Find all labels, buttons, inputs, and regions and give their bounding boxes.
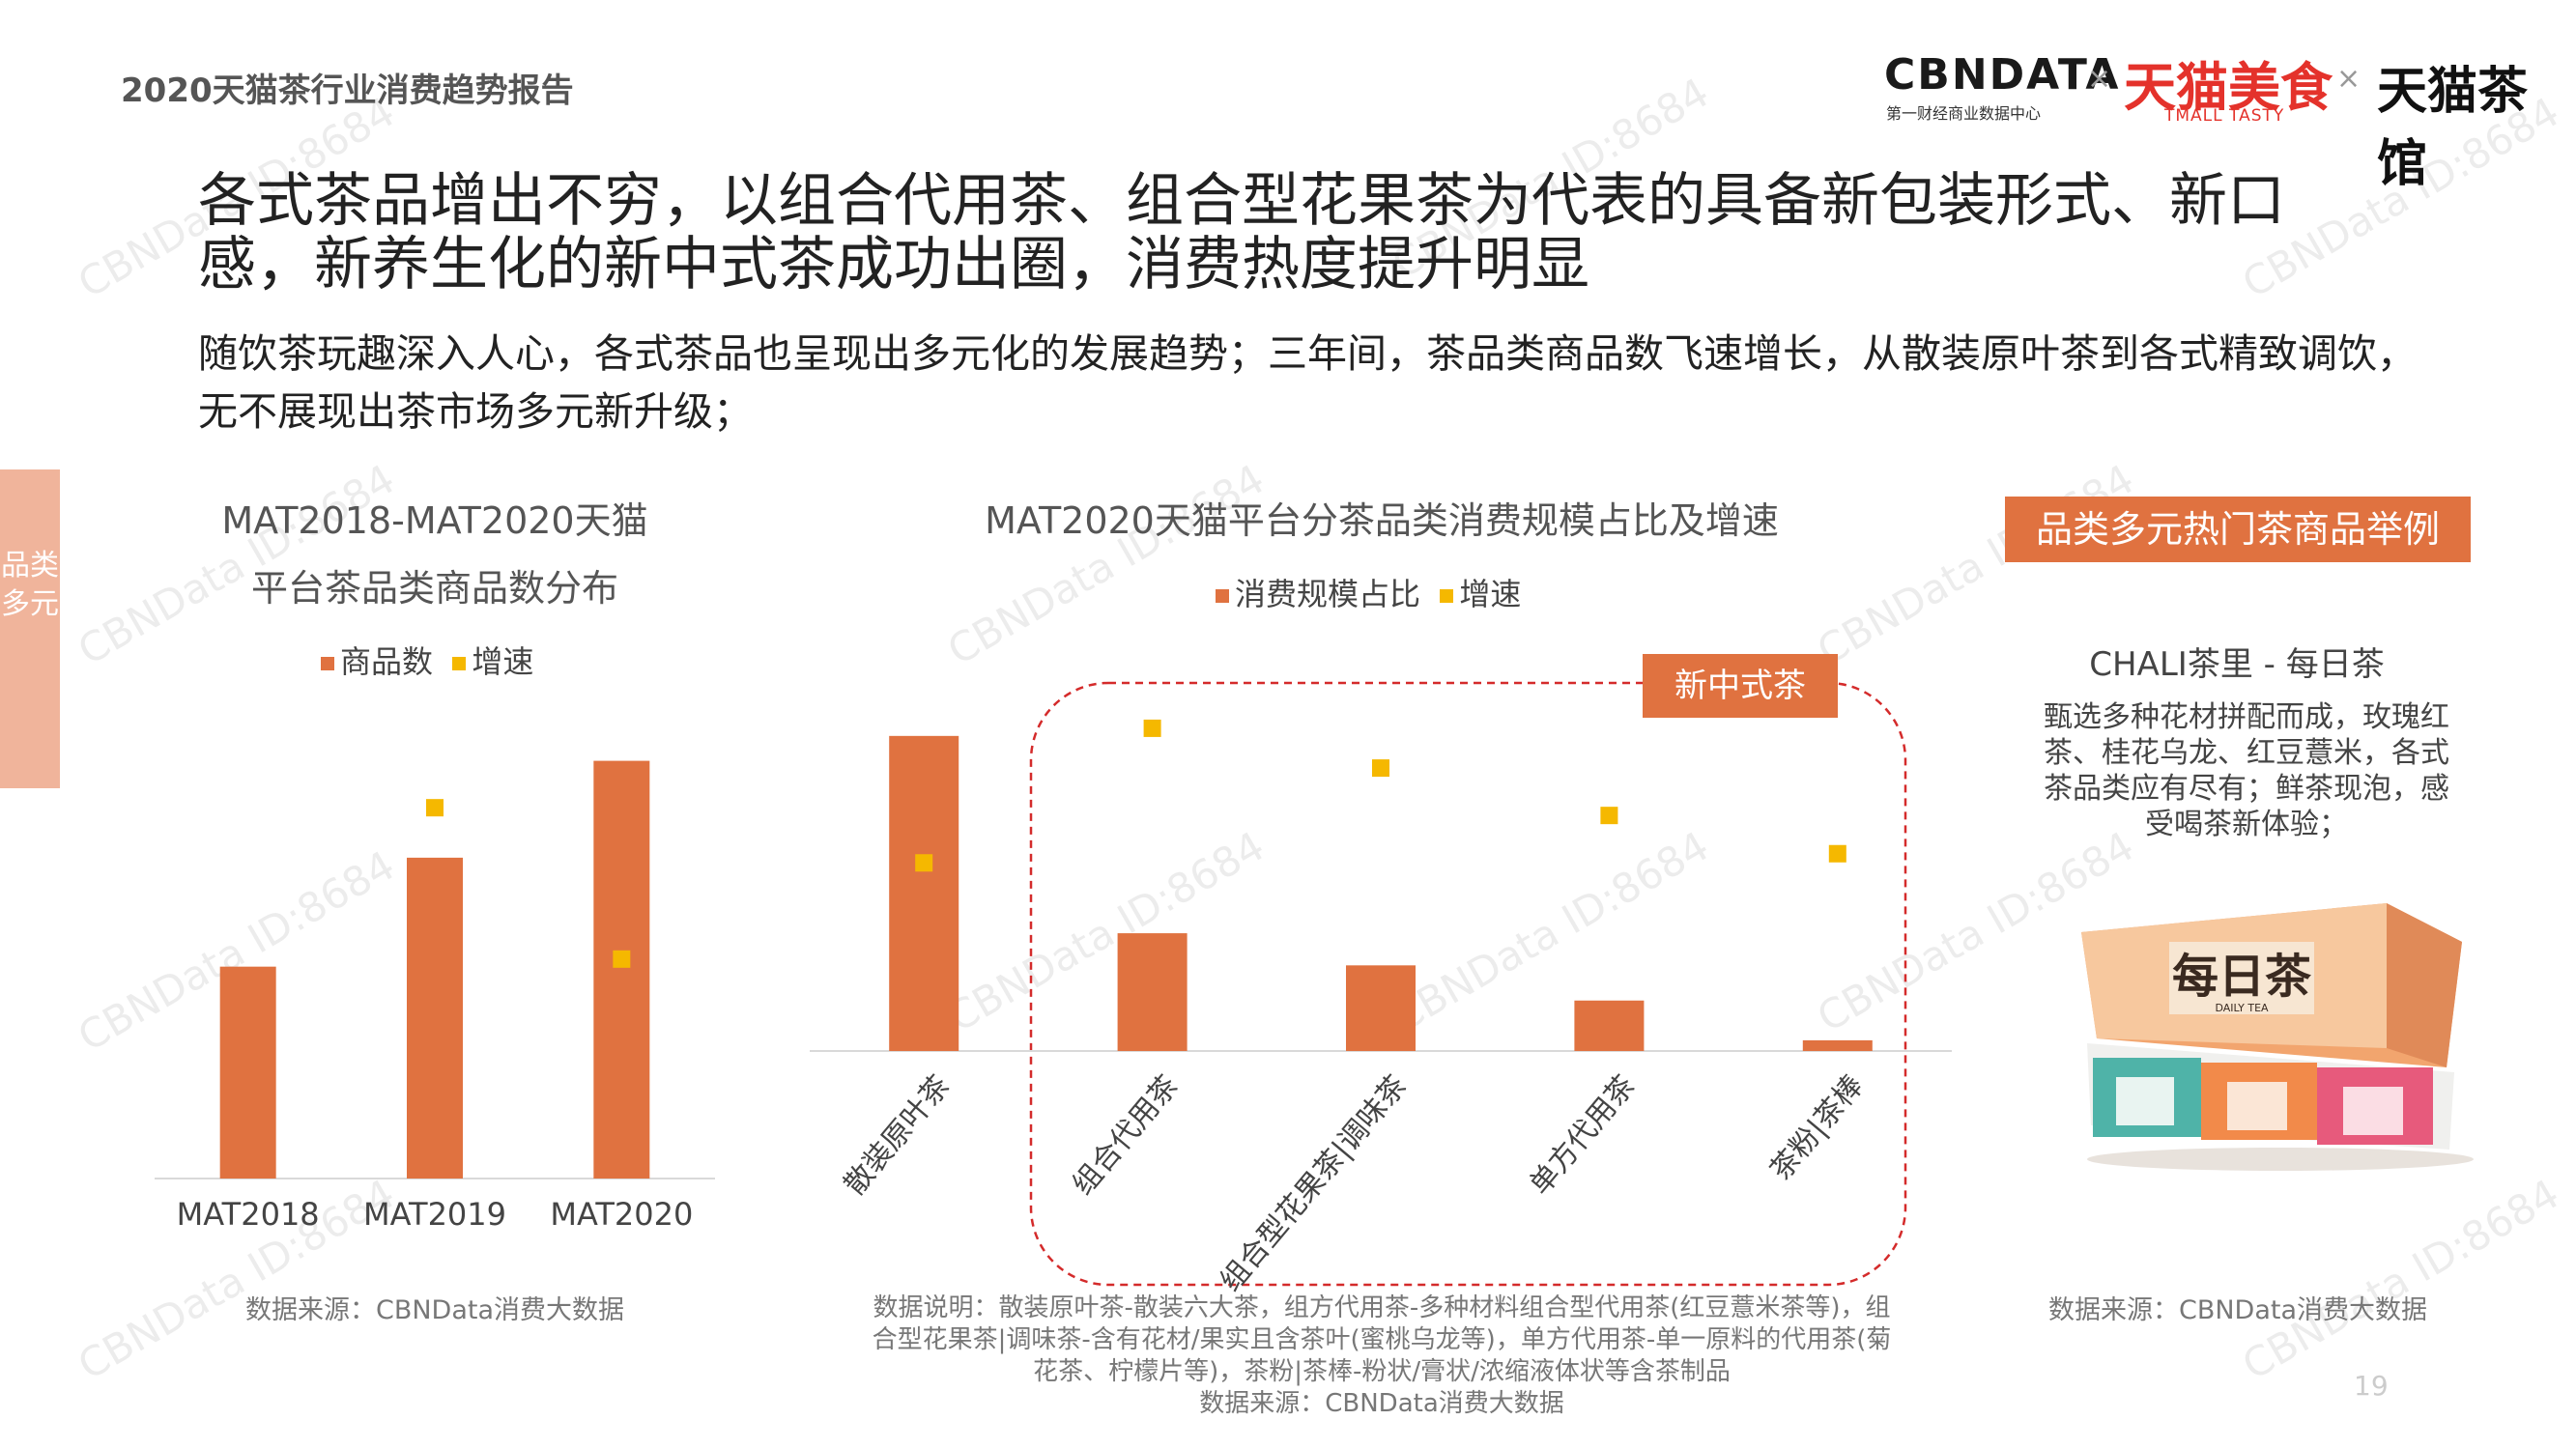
chart2-growth-point	[1600, 807, 1618, 825]
chart2-legend-series2: 增速	[1459, 576, 1522, 612]
chart1-title-line1: MAT2018-MAT2020天猫	[221, 499, 648, 542]
chart1-bar	[407, 857, 463, 1179]
chart2-note-line: 数据来源：CBNData消费大数据	[1199, 1389, 1564, 1418]
chart2-x-tick-label: 散装原叶茶	[838, 1069, 957, 1202]
page-number: 19	[2354, 1370, 2389, 1402]
chart2-legend: 消费规模占比 增速	[1216, 570, 1521, 614]
legend-swatch-bar	[1216, 589, 1229, 603]
chart2-bar	[1802, 1039, 1873, 1051]
chart2-bar	[1117, 933, 1188, 1051]
chart2-growth-point	[1828, 844, 1846, 863]
chart2-legend-series1: 消费规模占比	[1235, 576, 1421, 612]
example-label: 品类多元热门茶商品举例	[2005, 497, 2471, 562]
headline: 各式茶品增出不穷，以组合代用茶、组合型花果茶为代表的具备新包装形式、新口感，新养…	[198, 167, 2285, 298]
chart2-note: 数据说明：散装原叶茶-散装六大茶，组方代用茶-多种材料组合型代用茶(红豆薏米茶等…	[812, 1293, 1952, 1420]
chart1-x-tick-label: MAT2018	[177, 1196, 320, 1233]
chart1-title-line2: 平台茶品类商品数分布	[250, 567, 618, 610]
chart2-growth-point	[1372, 759, 1389, 778]
chart2-title: MAT2020天猫平台分茶品类消费规模占比及增速	[985, 499, 1779, 542]
chart2-note-line: 合型花果茶|调味茶-含有花材/果实且含茶叶(蜜桃乌龙等)，单方代用茶-单一原料的…	[872, 1325, 1892, 1354]
chart2-growth-point	[1143, 719, 1161, 737]
watermark: CBNData ID:8684	[2234, 1170, 2567, 1389]
chart2-note-line: 花茶、柠檬片等)，茶粉|茶棒-粉状/膏状/浓缩液体状等含茶制品	[1033, 1357, 1731, 1386]
chart1-growth-point	[426, 799, 444, 817]
logo-separator: ×	[2087, 62, 2112, 96]
legend-swatch-point	[1440, 589, 1454, 603]
chart1-bar	[219, 966, 276, 1179]
report-title: 2020天猫茶行业消费趋势报告	[121, 71, 574, 110]
product-name: CHALI茶里 - 每日茶	[2089, 645, 2385, 684]
chart2-bar	[1574, 1000, 1645, 1051]
subtext: 随饮茶玩趣深入人心，各式茶品也呈现出多元化的发展趋势；三年间，茶品类商品数飞速增…	[198, 330, 2417, 435]
chart1-legend: 商品数 增速	[321, 638, 533, 682]
product-image: 每日茶 DAILY TEA	[2081, 903, 2474, 1171]
product-box-text: 每日茶	[2172, 950, 2312, 1004]
chart1-legend-series1: 商品数	[340, 643, 434, 680]
chart1-source: 数据来源：CBNData消费大数据	[244, 1295, 625, 1325]
product-description: 甄选多种花材拼配而成，玫瑰红茶、桂花乌龙、红豆薏米，各式茶品类应有尽有；鲜茶现泡…	[2044, 700, 2449, 841]
chart2-x-tick-label: 组合型花果茶|调味茶	[1214, 1069, 1414, 1294]
tmall-tasty-logo: 天猫美食	[2124, 57, 2333, 118]
chart1-legend-series2: 增速	[472, 643, 534, 680]
chart2-growth-point	[915, 854, 933, 872]
chart2-x-tick-label: 组合代用茶	[1066, 1069, 1185, 1202]
chart1-x-tick-label: MAT2020	[550, 1196, 693, 1233]
chart2-bar	[889, 735, 959, 1051]
legend-swatch-point	[452, 657, 467, 670]
chart1-growth-point	[613, 950, 631, 968]
product-box-subtext: DAILY TEA	[2215, 1002, 2269, 1014]
chart2-x-tick-label: 茶粉|茶棒	[1763, 1069, 1870, 1187]
cbndata-logo: CBNDATA	[1884, 50, 2121, 99]
new-chinese-tea-badge: 新中式茶	[1643, 654, 1838, 718]
logo-separator: ×	[2336, 62, 2361, 96]
chart2-bar	[1346, 965, 1416, 1051]
example-source: 数据来源：CBNData消费大数据	[2047, 1295, 2428, 1325]
tmall-teahouse-logo: 天猫茶馆	[2377, 63, 2529, 193]
chart2-note-line: 数据说明：散装原叶茶-散装六大茶，组方代用茶-多种材料组合型代用茶(红豆薏米茶等…	[873, 1293, 1891, 1322]
chart1-plot: MAT2018 MAT2019 MAT2020	[155, 760, 715, 1233]
side-tab: 品类多元	[0, 469, 60, 788]
chart2-x-tick-label: 单方代用茶	[1523, 1069, 1642, 1202]
chart1-x-tick-label: MAT2019	[363, 1196, 506, 1233]
legend-swatch-bar	[321, 657, 334, 670]
chart2-plot: 散装原叶茶 组合代用茶 组合型花果茶|调味茶 单方代用茶 茶粉|茶棒	[810, 681, 1952, 1294]
watermark: CBNData ID:8684	[939, 455, 1273, 674]
cbndata-logo-subtitle: 第一财经商业数据中心	[1886, 104, 2042, 123]
tmall-tasty-logo-subtitle: TMALL TASTY	[2164, 106, 2285, 126]
chart1-bar	[593, 760, 650, 1179]
side-tab-label: 品类多元	[1, 549, 59, 621]
